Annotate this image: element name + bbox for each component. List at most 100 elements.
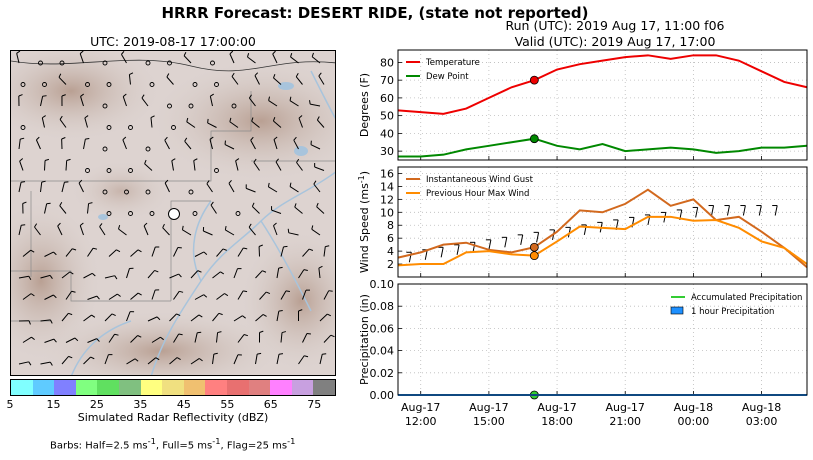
- series-wind-barb: [536, 232, 540, 243]
- wind-barb: [212, 312, 223, 322]
- wind-barb: [259, 330, 264, 343]
- wind-barb: [59, 115, 67, 128]
- wind-barb: [216, 248, 227, 257]
- wind-barb: [130, 335, 142, 343]
- colorbar-segment: [54, 380, 76, 395]
- terrain-shading: [11, 51, 335, 375]
- wind-barb: [296, 158, 303, 171]
- colorbar-segment: [205, 380, 227, 395]
- wind-barb: [194, 331, 202, 343]
- wind-barb: [61, 271, 74, 279]
- calm-wind-marker: [149, 82, 155, 87]
- calm-wind-marker: [59, 60, 65, 66]
- legend: Temperature Dew Point: [406, 58, 480, 82]
- calm-wind-marker: [106, 168, 112, 173]
- station-marker: [168, 208, 180, 220]
- y-tick-label: 0.00: [370, 389, 395, 402]
- wind-barb: [216, 331, 222, 343]
- y-tick-label: 60: [380, 92, 394, 105]
- y-tick-label: 10: [380, 206, 394, 219]
- wind-barb: [65, 337, 79, 343]
- calm-wind-marker: [128, 211, 133, 216]
- wind-barb: [231, 72, 239, 85]
- wind-barb: [18, 320, 31, 325]
- wind-barb: [302, 333, 311, 343]
- wind-barb: [314, 162, 325, 171]
- y-axis-label: Degrees (F): [358, 73, 371, 137]
- x-tick-label-time: 00:00: [678, 415, 710, 428]
- wind-barb: [319, 353, 327, 365]
- colorbar-tick-label: 25: [89, 398, 104, 411]
- wind-barb: [289, 96, 299, 107]
- wind-barb: [108, 333, 119, 343]
- wind-barb: [87, 202, 93, 214]
- wind-barb: [229, 51, 235, 64]
- wind-barb: [228, 179, 235, 193]
- x-tick-label-time: 21:00: [609, 415, 641, 428]
- colorbar-tick-label: 75: [307, 398, 322, 411]
- plot-frame: [397, 283, 808, 396]
- y-tick-label: 0.10: [370, 278, 395, 291]
- wind-barb: [147, 357, 160, 365]
- series-wind-barb: [472, 242, 476, 253]
- current-time-marker: [529, 75, 539, 85]
- wind-barb: [248, 94, 256, 107]
- wind-barb: [18, 224, 26, 236]
- wind-barb: [280, 290, 291, 300]
- wind-barb: [311, 52, 321, 64]
- wind-barb: [186, 117, 196, 128]
- wind-barb: [313, 180, 321, 193]
- wind-barb: [83, 314, 96, 322]
- wind-barb: [173, 290, 184, 300]
- series-wind-barb: [742, 205, 746, 216]
- series-wind-barb: [774, 205, 778, 216]
- wind-barb: [245, 184, 256, 193]
- calm-wind-marker: [102, 60, 108, 66]
- series-wind-barb: [488, 239, 492, 250]
- wind-barb: [295, 73, 303, 85]
- wind-barb: [202, 226, 213, 236]
- x-tick-label-day: Aug-18: [674, 401, 713, 414]
- wind-barb: [44, 202, 51, 214]
- wind-barb: [164, 136, 170, 150]
- wind-barb: [259, 291, 271, 300]
- series-wind-barb: [695, 207, 699, 218]
- reflectivity-colorbar: [10, 379, 336, 396]
- y-tick-label: 30: [380, 145, 394, 158]
- wind-barb: [248, 223, 256, 236]
- calm-wind-marker: [20, 82, 26, 87]
- wind-barb: [233, 315, 246, 322]
- wind-barb: [83, 138, 90, 150]
- wind-barb: [83, 272, 96, 279]
- legend-label: Instantaneous Wind Gust: [426, 175, 534, 185]
- x-tick-label-time: 12:00: [405, 415, 437, 428]
- wind-barb: [130, 292, 142, 300]
- wind-barb: [319, 313, 332, 322]
- wind-barb: [237, 290, 248, 300]
- wind-barb: [224, 225, 235, 236]
- wind-barb: [34, 223, 41, 236]
- calm-wind-marker: [188, 189, 194, 195]
- lakes: [98, 82, 308, 220]
- colorbar-tick-label: 45: [176, 398, 191, 411]
- meteogram-charts: 30 40 50 60 70 80 Degrees (F) Temperature Dew Po…: [357, 49, 808, 428]
- legend-label: Dew Point: [426, 72, 469, 82]
- wind-barb: [61, 94, 66, 107]
- wind-barb: [18, 94, 23, 107]
- wind-barb: [280, 331, 287, 343]
- wind-barb: [122, 93, 127, 107]
- calm-wind-marker: [102, 189, 108, 195]
- y-axis-label: Wind Speed (ms-1): [357, 171, 371, 273]
- wind-barb: [16, 51, 21, 64]
- wind-barb: [287, 228, 299, 236]
- main-title: HRRR Forecast: DESERT RIDE, (state not r…: [161, 4, 589, 22]
- wind-barb: [83, 356, 95, 365]
- wind-barb: [144, 159, 153, 171]
- y-tick-label: 0.06: [370, 322, 395, 335]
- y-tick-label: 6: [387, 232, 394, 245]
- current-time-marker: [529, 134, 539, 144]
- wind-barb: [251, 202, 260, 214]
- wind-barb: [273, 136, 278, 150]
- wind-barb: [323, 334, 335, 343]
- y-tick-label: 0.02: [370, 367, 395, 380]
